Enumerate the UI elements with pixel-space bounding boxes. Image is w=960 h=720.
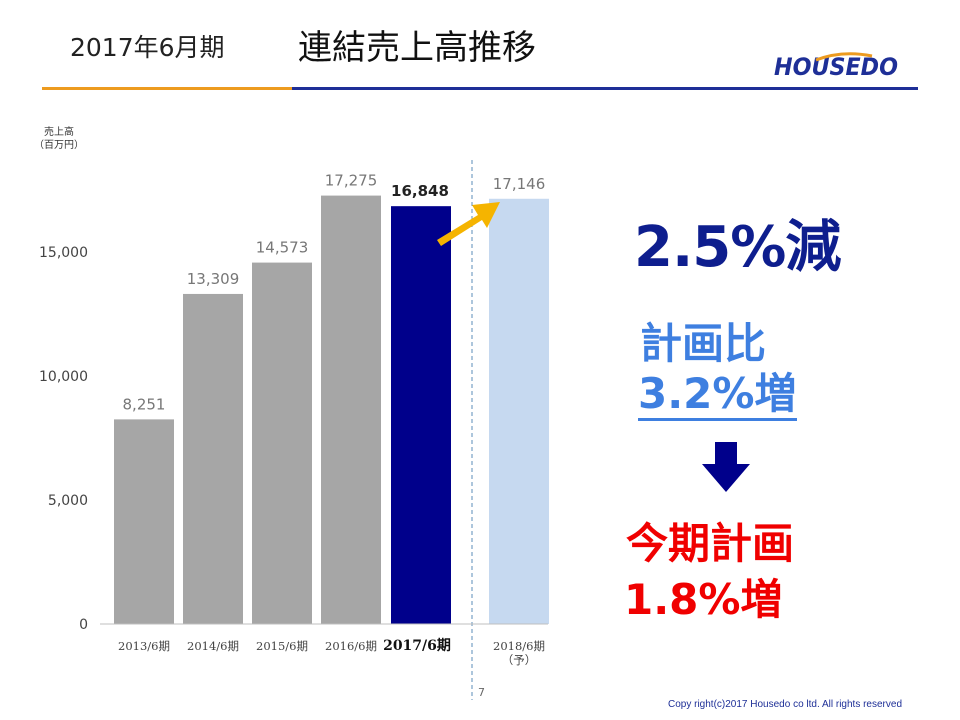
current-plan-value: 1.8%増 [624,575,783,624]
page-number: 7 [478,686,485,699]
y-tick-label: 15,000 [39,245,88,261]
bar-value-label: 14,573 [256,239,309,257]
x-tick-label: 2015/6期 [256,639,308,653]
current-plan-label: 今期計画 [626,519,795,568]
bar-value-label: 17,146 [493,175,546,193]
bar [391,206,451,624]
y-tick-label: 5,000 [48,493,88,509]
copyright: Copy right(c)2017 Housedo co ltd. All ri… [668,699,903,710]
bar-value-label: 17,275 [325,172,378,190]
x-tick-label: 2013/6期 [118,639,170,653]
page-title: 連結売上高推移 [298,28,536,68]
x-tick-label: （予） [502,653,537,667]
bar [321,195,381,624]
period-title: 2017年6月期 [70,33,225,62]
decrease-annotation: 2.5%減 [634,215,841,280]
bar [489,198,549,624]
plan-ratio-value: 3.2%増 [638,370,797,421]
bar [114,419,174,624]
bar [183,293,243,624]
x-tick-label: 2014/6期 [187,639,239,653]
x-tick-label: 2016/6期 [325,639,377,653]
header-rule-orange [42,87,292,90]
bar-value-label: 8,251 [123,395,166,413]
housedo-logo: HOUSEDO [774,52,898,81]
y-tick-label: 10,000 [39,369,88,385]
logo-text: HOUSEDO [774,53,898,81]
x-tick-label: 2018/6期 [493,639,545,653]
y-tick-label: 0 [79,617,88,633]
down-arrow-icon [702,442,750,492]
plan-ratio-label: 計画比 [640,319,767,368]
bar-value-label: 16,848 [391,182,449,200]
trend-arrow-icon [437,202,500,246]
bar [252,262,312,624]
x-tick-label: 2017/6期 [383,638,451,654]
logo-swoosh [815,52,873,62]
y-axis-label: 売上高 （百万円） [34,127,84,151]
bar-value-label: 13,309 [187,270,240,288]
header-rule-blue [292,87,918,90]
